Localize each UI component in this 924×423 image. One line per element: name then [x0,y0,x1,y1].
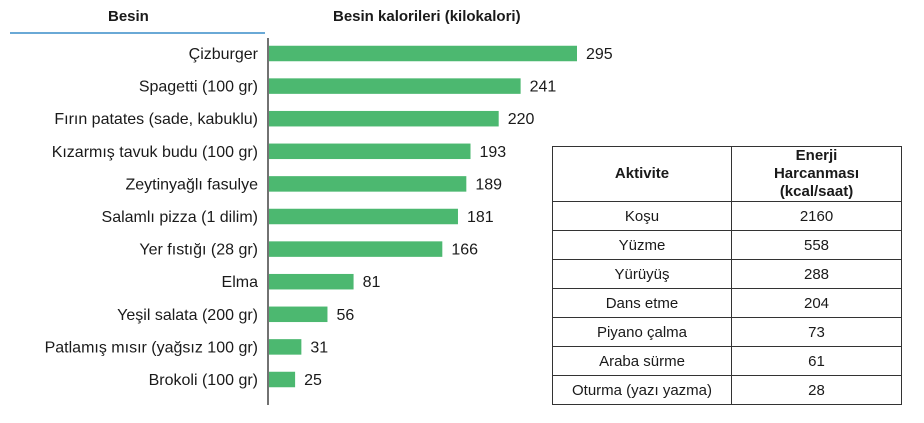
energy-cell: 288 [731,259,902,289]
activity-cell: Araba sürme [552,346,732,376]
table-row: Koşu 2160 [552,201,902,231]
value-label: 220 [508,111,535,128]
table-row: Yüzme 558 [552,230,902,260]
activity-header: Aktivite [552,146,732,202]
calories-column-header: Besin kalorileri (kilokalori) [333,8,521,25]
bar [269,45,577,62]
value-label: 295 [586,46,613,63]
category-label: Salamlı pizza (1 dilim) [102,209,258,226]
category-label: Patlamış mısır (yağsız 100 gr) [45,339,258,356]
category-label: Kızarmış tavuk budu (100 gr) [52,144,258,161]
activity-cell: Oturma (yazı yazma) [552,375,732,405]
category-label: Çizburger [189,46,259,63]
table-row: Dans etme 204 [552,288,902,318]
bar [269,371,296,388]
value-label: 81 [363,274,381,291]
bar [269,208,458,225]
energy-cell: 73 [731,317,902,347]
table-row: Oturma (yazı yazma) 28 [552,375,902,405]
energy-cell: 204 [731,288,902,318]
header-underline [10,32,265,34]
value-label: 181 [467,209,494,226]
category-label: Zeytinyağlı fasulye [125,176,258,193]
energy-header-text: Enerji Harcanması (kcal/saat) [773,147,860,200]
category-label: Brokoli (100 gr) [149,372,258,389]
value-label: 25 [304,372,322,389]
value-label: 189 [475,176,502,193]
bar [269,306,328,323]
bar [269,78,521,94]
table-row: Piyano çalma 73 [552,317,902,347]
category-label: Yer fıstığı (28 gr) [139,242,258,259]
energy-cell: 28 [731,375,902,405]
category-label: Spagetti (100 gr) [139,79,258,96]
bar [269,110,499,127]
activity-cell: Yürüyüş [552,259,732,289]
activity-cell: Koşu [552,201,732,231]
value-label: 166 [451,242,478,259]
category-label: Fırın patates (sade, kabuklu) [54,111,258,128]
bar [269,241,443,257]
food-column-header: Besin [108,8,149,25]
activity-cell: Dans etme [552,288,732,318]
activity-energy-table: Aktivite Enerji Harcanması (kcal/saat) K… [552,146,902,405]
value-label: 241 [530,79,557,96]
table-header-row: Aktivite Enerji Harcanması (kcal/saat) [552,146,902,202]
bar [269,176,467,192]
energy-cell: 2160 [731,201,902,231]
category-label: Elma [222,274,259,291]
energy-header: Enerji Harcanması (kcal/saat) [731,146,902,202]
activity-cell: Yüzme [552,230,732,260]
activity-cell: Piyano çalma [552,317,732,347]
value-label: 193 [480,144,507,161]
category-label: Yeşil salata (200 gr) [117,307,258,324]
bar [269,143,471,160]
energy-cell: 558 [731,230,902,260]
value-label: 56 [336,307,354,324]
table-row: Yürüyüş 288 [552,259,902,289]
bar [269,273,354,290]
energy-cell: 61 [731,346,902,376]
value-label: 31 [310,339,328,356]
table-row: Araba sürme 61 [552,346,902,376]
bar [269,339,302,355]
